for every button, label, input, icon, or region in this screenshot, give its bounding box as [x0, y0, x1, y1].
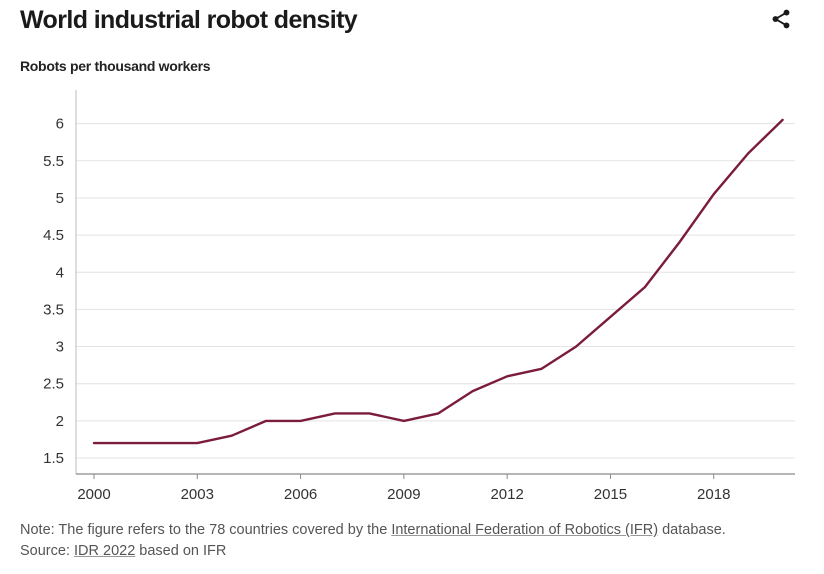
y-tick-label: 2 [56, 413, 64, 430]
y-tick-label: 5.5 [43, 153, 64, 170]
x-tick-label: 2006 [284, 486, 317, 503]
share-icon[interactable] [770, 8, 792, 30]
x-tick-label: 2009 [387, 486, 420, 503]
source-prefix: Source: [20, 543, 74, 559]
chart-title: World industrial robot density [20, 6, 358, 34]
y-tick-label: 1.5 [43, 450, 64, 467]
ifr-link[interactable]: International Federation of Robotics (IF… [391, 522, 659, 538]
series-line [92, 118, 784, 445]
chart-source: Source: IDR 2022 based on IFR [20, 543, 226, 559]
y-tick-label: 4.5 [43, 227, 64, 244]
source-suffix: based on IFR [135, 543, 227, 559]
y-tick-label: 6 [56, 116, 64, 133]
note-suffix: database. [658, 522, 726, 538]
x-tick-label: 2003 [181, 486, 214, 503]
chart-note: Note: The figure refers to the 78 countr… [20, 522, 726, 538]
x-tick-label: 2015 [594, 486, 627, 503]
y-tick-label: 3.5 [43, 301, 64, 318]
note-prefix: Note: The figure refers to the 78 countr… [20, 522, 392, 538]
y-axis-label: Robots per thousand workers [20, 58, 211, 74]
x-tick-label: 2012 [490, 486, 523, 503]
y-tick-label: 4 [56, 264, 64, 281]
y-tick-label: 2.5 [43, 376, 64, 393]
y-tick-label: 5 [56, 190, 64, 207]
idr-link[interactable]: IDR 2022 [74, 543, 136, 559]
x-tick-label: 2000 [77, 486, 110, 503]
x-tick-label: 2018 [697, 486, 730, 503]
y-tick-label: 3 [56, 339, 64, 356]
